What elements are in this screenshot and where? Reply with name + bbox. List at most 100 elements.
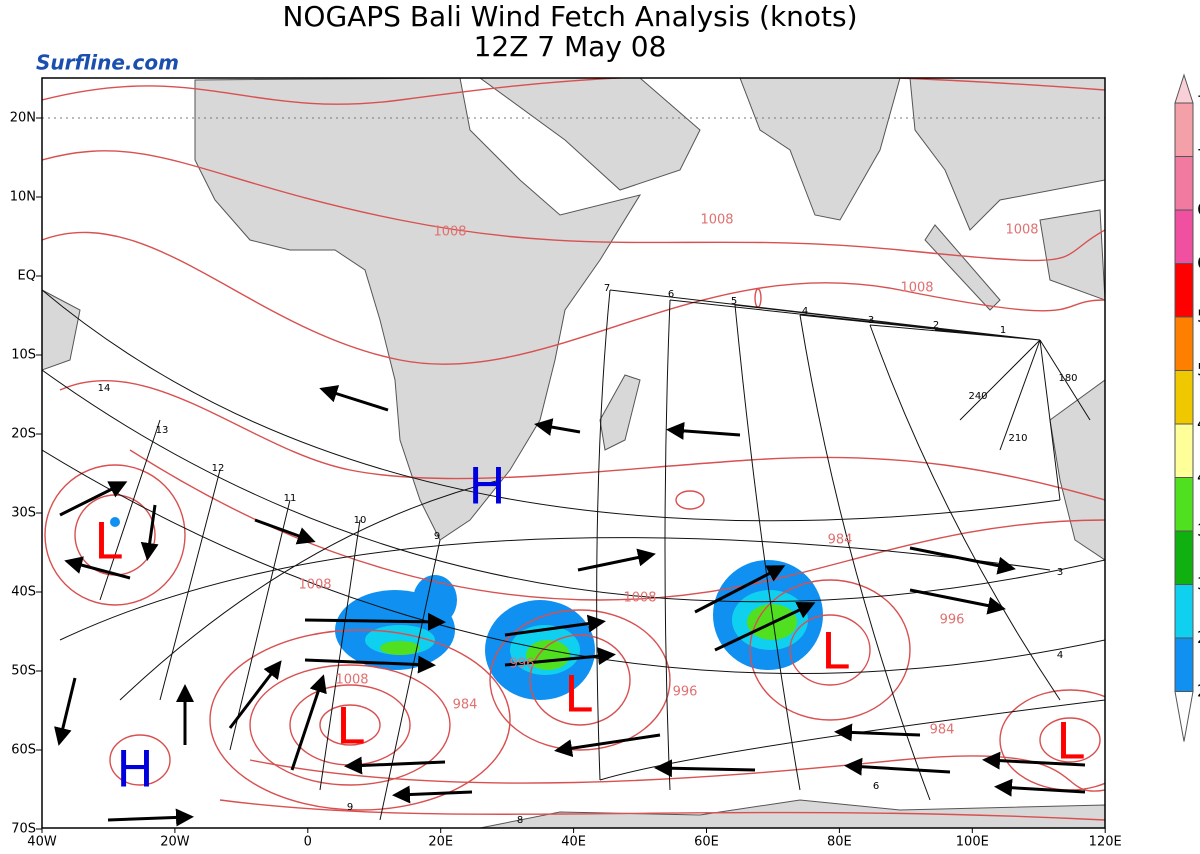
colorbar-swatch: [1174, 102, 1194, 157]
lon-label: 20E: [428, 835, 453, 850]
colorbar-swatch: [1174, 209, 1194, 264]
colorbar-label: 75: [1197, 93, 1200, 113]
lat-label: 10N: [10, 190, 36, 205]
colorbar-swatch: [1174, 423, 1194, 478]
colorbar-swatch: [1174, 263, 1194, 318]
great-circle-label: 6: [873, 781, 879, 792]
isobars: [42, 78, 1105, 821]
great-circle-label: 3: [1057, 567, 1063, 578]
colorbar-label: 55: [1197, 307, 1200, 327]
subtitle: 12Z 7 May 08: [474, 30, 667, 63]
colorbar-label: 20: [1197, 682, 1200, 702]
great-circle-label: 5: [731, 296, 737, 307]
lat-label: 60S: [11, 743, 36, 758]
wind-arrows: [54, 385, 1086, 827]
great-circle-label: 9: [434, 531, 440, 542]
lat-label: 20S: [11, 427, 36, 442]
colorbar-swatch: [1174, 530, 1194, 585]
lon-label: 20W: [160, 835, 190, 850]
colorbar-swatch: [1174, 477, 1194, 532]
pressure-center: H: [468, 458, 506, 516]
title: NOGAPS Bali Wind Fetch Analysis (knots): [282, 0, 857, 33]
logo: Surfline.com: [36, 51, 179, 75]
pressure-center: L: [564, 666, 592, 724]
great-circle-label: 4: [1057, 650, 1063, 661]
great-circle-label: 9: [347, 802, 353, 813]
isobar-label: 1008: [1005, 223, 1038, 238]
isobar-label: 1008: [623, 591, 656, 606]
great-circle-label: 13: [156, 425, 169, 436]
pressure-center: L: [821, 623, 849, 681]
map-area: LLLLLHH100810081008100810081008996996996…: [42, 78, 1105, 828]
lon-label: 60E: [694, 835, 719, 850]
colorbar-label: 50: [1197, 361, 1200, 381]
great-circle-label: 4: [802, 306, 808, 317]
great-circle-label: 11: [284, 493, 297, 504]
colorbar-label: 35: [1197, 521, 1200, 541]
pressure-center: L: [94, 513, 122, 571]
great-circle-label: 12: [212, 463, 225, 474]
australia: [1049, 379, 1105, 561]
india: [739, 78, 901, 221]
great-circle-label: 10: [354, 515, 367, 526]
lat-label: 10S: [11, 348, 36, 363]
great-circle-label: 210: [1008, 433, 1027, 444]
great-circle-label: 240: [968, 391, 987, 402]
lat-label: 40S: [11, 585, 36, 600]
colorbar-label: 60: [1197, 254, 1200, 274]
colorbar-label: 65: [1197, 200, 1200, 220]
isobar-label: 1008: [900, 281, 933, 296]
lon-label: 40E: [561, 835, 586, 850]
lon-label: 0: [304, 835, 312, 850]
sumatra: [924, 224, 1001, 311]
colorbar-label: 40: [1197, 468, 1200, 488]
great-circle-label: 3: [868, 315, 874, 326]
great-circle-label: 8: [517, 815, 523, 826]
pressure-center: L: [336, 698, 364, 756]
se-asia: [909, 78, 1105, 231]
lat-label: 70S: [11, 822, 36, 837]
colorbar-label: 70: [1197, 147, 1200, 167]
great-circles: [42, 289, 1105, 821]
lon-label: 100E: [956, 835, 989, 850]
pressure-center: L: [1056, 713, 1084, 771]
colorbar-label: 45: [1197, 414, 1200, 434]
isobar-label: 1008: [298, 578, 331, 593]
isobar-label: 984: [453, 698, 478, 713]
map-labels: LLLLLHH100810081008100810081008996996996…: [94, 213, 1084, 827]
isobar-label: 984: [930, 723, 955, 738]
colorbar-swatch: [1174, 316, 1194, 371]
lat-label: 50S: [11, 664, 36, 679]
isobar-label: 996: [510, 657, 535, 672]
madagascar: [599, 374, 641, 451]
south-america: [42, 289, 81, 371]
arabia: [479, 78, 701, 191]
colorbar-cap: [1174, 691, 1194, 742]
great-circle-label: 14: [98, 383, 111, 394]
colorbar-swatch: [1174, 637, 1194, 692]
lon-label: 40W: [27, 835, 57, 850]
isobar-label: 1008: [700, 213, 733, 228]
colorbar-swatch: [1174, 370, 1194, 425]
colorbar-cap: [1174, 73, 1194, 104]
lat-label: EQ: [18, 269, 36, 284]
colorbar-label: 30: [1197, 575, 1200, 595]
colorbar-label: 25: [1197, 628, 1200, 648]
great-circle-label: 1: [1000, 325, 1006, 336]
isobar-label: 996: [940, 613, 965, 628]
colorbar-swatch: [1174, 584, 1194, 639]
antarctica: [479, 799, 1105, 828]
lat-label: 30S: [11, 506, 36, 521]
pressure-center: H: [116, 741, 154, 799]
isobar-label: 1008: [335, 673, 368, 688]
lon-label: 120E: [1089, 835, 1122, 850]
lat-label: 20N: [10, 111, 36, 126]
great-circle-label: 2: [933, 320, 939, 331]
colorbar: 20 25 30 35 40 45 50 55 60 65 70 75: [1174, 73, 1200, 742]
isobar-label: 1008: [433, 225, 466, 240]
africa: [194, 78, 642, 541]
isobar-label: 996: [673, 685, 698, 700]
great-circle-label: 180: [1058, 373, 1077, 384]
